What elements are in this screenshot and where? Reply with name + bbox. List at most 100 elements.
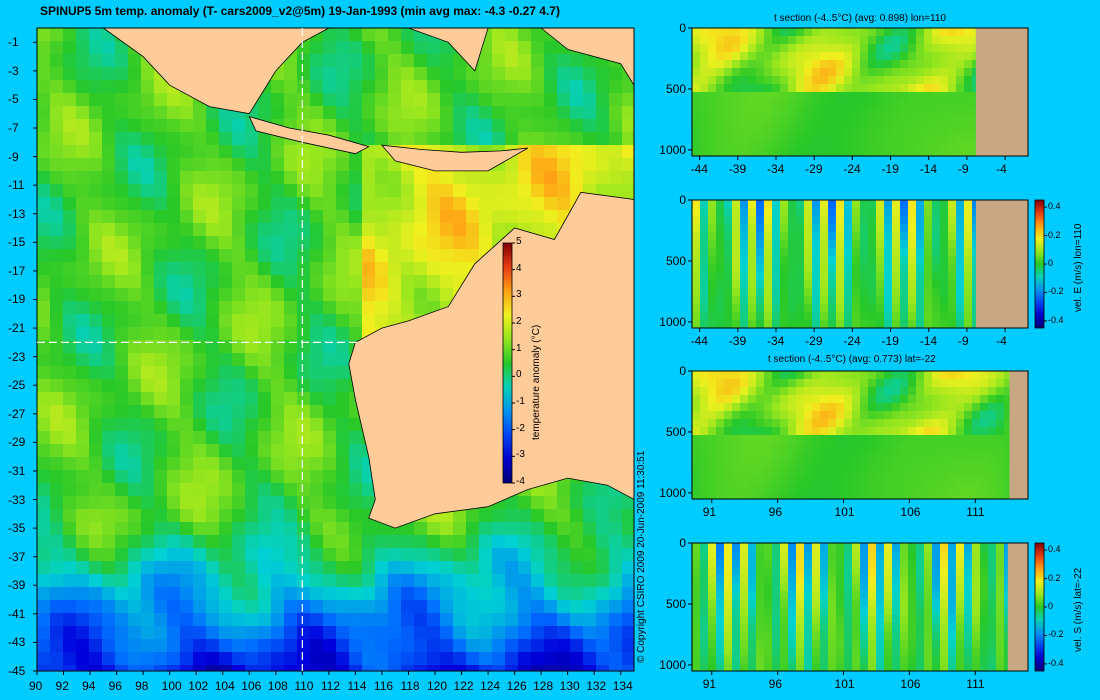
colorbar-tick-label: 2: [516, 316, 522, 327]
map-ytick-label: -11: [8, 178, 25, 193]
velocity-colorbar-title: vel. S (m/s) lat=-22: [1073, 567, 1084, 652]
main-title: SPINUP5 5m temp. anomaly (T- cars2009_v2…: [40, 4, 560, 18]
colorbar-tick-label: 5: [516, 236, 522, 247]
section-xtick-label: -9: [957, 334, 969, 348]
map-ytick-label: -37: [8, 549, 26, 564]
section-xtick-label: 91: [702, 505, 717, 519]
section-ytick-label: 1000: [659, 314, 686, 329]
copyright-notice: © Copyright CSIRO 2009 20-Jun-2009 11:30…: [636, 450, 647, 663]
velocity-colorbar-tick-label: -0.4: [1048, 314, 1064, 325]
section-xtick-label: -34: [767, 162, 785, 176]
map-ytick-label: -41: [8, 606, 26, 621]
section-panel-1: [691, 27, 1029, 157]
section-ytick-label: 500: [665, 253, 686, 268]
map-xtick-label: 128: [533, 679, 554, 693]
colorbar-tick-label: 4: [516, 262, 522, 274]
colorbar-tick-label: 1: [516, 342, 522, 354]
section-xtick-label: 96: [768, 505, 782, 519]
map-xtick-label: 120: [427, 679, 448, 693]
section-xtick-label: -29: [805, 334, 823, 348]
map-ytick-label: -31: [8, 463, 26, 478]
section-ytick-label: 0: [679, 364, 686, 378]
section-land-mask: [1009, 371, 1028, 499]
map-ytick-label: -5: [8, 92, 19, 107]
map-ytick-label: -43: [8, 635, 26, 650]
map-xtick-label: 134: [612, 679, 633, 693]
map-xtick-label: 104: [214, 679, 235, 693]
map-xtick-label: 132: [586, 679, 607, 693]
sumatra-landmass: [102, 27, 330, 115]
map-ytick-label: -27: [8, 406, 26, 421]
section-xtick-label: -19: [881, 334, 899, 348]
section-title: t section (-4..5°C) (avg: 0.773) lat=-22: [768, 354, 936, 365]
map-xtick-label: 114: [347, 679, 367, 693]
map-xtick-label: 116: [373, 679, 394, 693]
java-landmass: [248, 115, 370, 155]
section-xtick-label: -39: [728, 162, 747, 176]
section-xtick-label: 111: [966, 505, 985, 519]
nusa-tenggara-landmass: [380, 144, 529, 172]
map-xtick-label: 96: [108, 679, 122, 693]
section-panel-3: [691, 370, 1029, 500]
section-title: t section (-4..5°C) (avg: 0.898) lon=110: [774, 13, 946, 24]
section-ytick-label: 0: [679, 193, 686, 207]
section-land-mask: [975, 200, 1028, 328]
map-xtick-label: 130: [559, 679, 580, 693]
velocity-colorbar-tick-label: 0.2: [1048, 572, 1061, 583]
section-xtick-label: -39: [728, 334, 747, 348]
map-xtick-label: 108: [267, 679, 288, 693]
section-xtick-label: 96: [768, 677, 782, 691]
velocity-colorbar-tick-label: 0.4: [1048, 544, 1061, 555]
colorbar-tick-label: -3: [516, 449, 525, 461]
section-xtick-label: -19: [881, 162, 899, 176]
colorbar-tick-label: -1: [516, 396, 525, 407]
map-ytick-label: -25: [8, 378, 26, 393]
section-panel-2: [691, 199, 1029, 329]
section-xtick-label: 106: [900, 677, 921, 691]
section-ytick-label: 500: [665, 596, 686, 611]
map-xtick-label: 126: [506, 679, 527, 693]
section-ytick-label: 1000: [659, 657, 686, 672]
section-xtick-label: 101: [834, 677, 855, 691]
map-ytick-label: -3: [8, 63, 19, 78]
section-xtick-label: 111: [966, 677, 985, 691]
map-ytick-label: -7: [8, 121, 19, 136]
velocity-colorbar-tick-label: 0: [1048, 258, 1054, 268]
section-frame: [691, 370, 1029, 500]
colorbar-tick-label: -4: [516, 476, 525, 487]
velocity-colorbar-tick-label: -0.2: [1048, 629, 1064, 640]
velocity-colorbar: [1034, 542, 1045, 672]
map-xtick-label: 90: [29, 679, 43, 693]
map-xtick-label: 122: [453, 679, 474, 693]
section-xtick-label: -14: [919, 334, 938, 348]
section-xtick-label: -4: [996, 334, 1007, 348]
velocity-colorbar-tick-label: 0.4: [1048, 201, 1061, 212]
section-frame: [691, 27, 1029, 157]
section-xtick-label: 91: [702, 677, 717, 691]
map-ytick-label: -23: [8, 349, 26, 364]
map-xtick-label: 98: [135, 679, 149, 693]
section-ytick-label: 0: [679, 21, 686, 35]
australia-landmass: [348, 191, 635, 529]
section-ytick-label: 0: [679, 536, 686, 550]
colorbar-title: temperature anomaly (°C): [531, 324, 542, 440]
section-ytick-label: 500: [665, 424, 686, 439]
map-ytick-label: -29: [8, 435, 26, 450]
section-ytick-label: 1000: [659, 485, 686, 500]
section-xtick-label: -29: [805, 162, 823, 176]
map-ytick-label: -15: [8, 235, 26, 250]
section-xtick-label: -9: [957, 162, 969, 176]
map-xtick-label: 94: [82, 679, 96, 693]
map-xtick-label: 92: [55, 679, 69, 693]
velocity-colorbar-tick-label: 0.2: [1048, 229, 1061, 240]
section-xtick-label: 106: [900, 505, 921, 519]
section-land-mask: [1007, 543, 1028, 671]
section-ytick-label: 500: [665, 81, 686, 96]
map-ytick-label: -19: [8, 292, 26, 307]
section-xtick-label: 101: [834, 505, 855, 519]
map-ytick-label: -39: [8, 578, 26, 593]
map-xtick-label: 118: [400, 679, 420, 693]
map-ytick-label: -21: [8, 321, 26, 336]
map-ytick-label: -45: [8, 664, 26, 678]
map-frame: [36, 27, 635, 672]
